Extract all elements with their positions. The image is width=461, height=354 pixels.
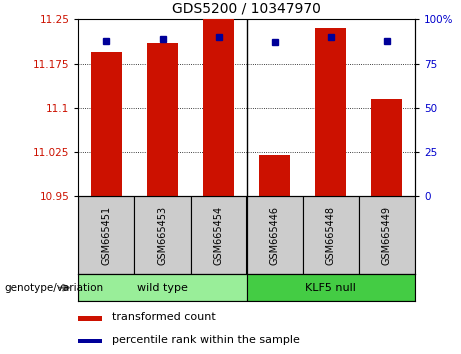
Title: GDS5200 / 10347970: GDS5200 / 10347970	[172, 1, 321, 16]
Bar	[147, 43, 178, 196]
Bar	[247, 274, 415, 301]
Bar	[78, 316, 102, 321]
Bar	[135, 196, 190, 274]
Text: GSM665454: GSM665454	[213, 206, 224, 265]
Text: GSM665448: GSM665448	[326, 206, 336, 265]
Text: GSM665451: GSM665451	[101, 206, 112, 265]
Bar	[91, 52, 122, 196]
Bar	[78, 196, 135, 274]
Text: GSM665449: GSM665449	[382, 206, 392, 265]
Bar	[315, 28, 346, 196]
Bar	[190, 196, 247, 274]
Bar	[372, 99, 402, 196]
Bar	[359, 196, 415, 274]
Bar	[247, 196, 303, 274]
Bar	[259, 155, 290, 196]
Bar	[203, 19, 234, 196]
Text: wild type: wild type	[137, 282, 188, 293]
Text: KLF5 null: KLF5 null	[305, 282, 356, 293]
Text: transformed count: transformed count	[112, 312, 216, 322]
Text: genotype/variation: genotype/variation	[5, 282, 104, 293]
Bar	[78, 338, 102, 343]
Bar	[78, 274, 247, 301]
Text: percentile rank within the sample: percentile rank within the sample	[112, 335, 300, 344]
Bar	[303, 196, 359, 274]
Text: GSM665453: GSM665453	[158, 206, 167, 265]
Text: GSM665446: GSM665446	[270, 206, 280, 265]
